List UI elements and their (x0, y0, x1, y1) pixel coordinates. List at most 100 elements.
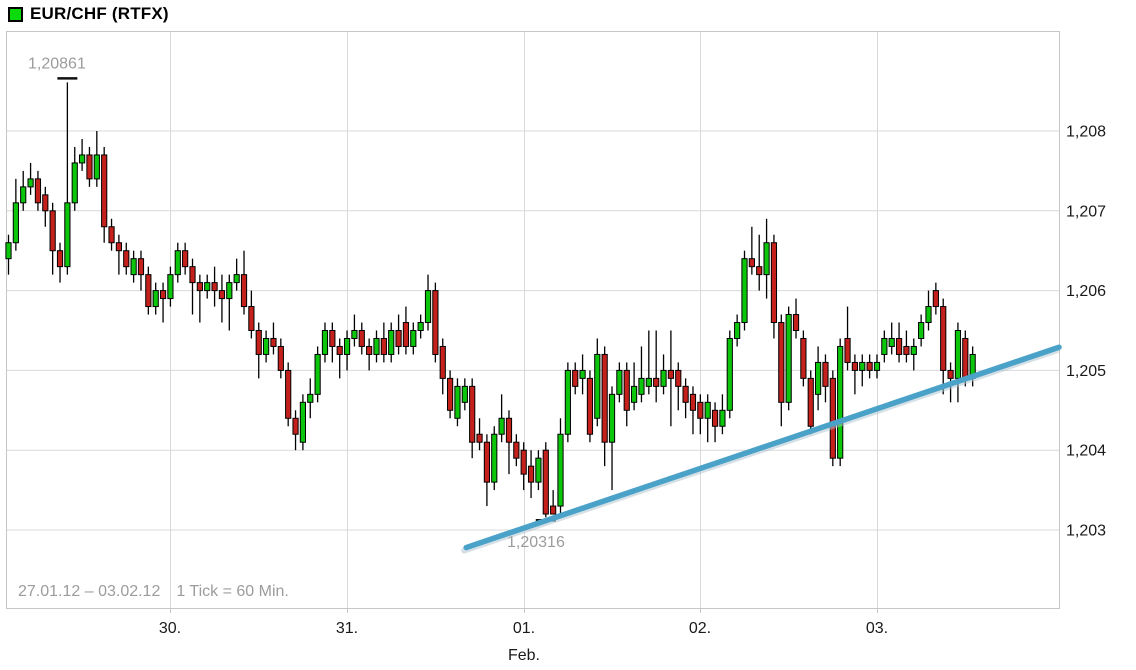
candle (498, 394, 505, 443)
candle (778, 314, 785, 427)
candle (505, 410, 513, 475)
candle-body-up (873, 361, 881, 371)
candle-body-down (270, 337, 277, 347)
candle-body-down (137, 258, 145, 276)
candle (572, 362, 579, 395)
candle (115, 234, 123, 275)
candle (454, 378, 461, 427)
candle (93, 131, 100, 187)
candle (859, 354, 866, 387)
chart-header: EUR/CHF (RTFX) (8, 4, 169, 24)
candle (888, 322, 895, 355)
candle (402, 306, 410, 355)
candle (366, 338, 373, 371)
candle (159, 282, 167, 323)
candle (204, 274, 211, 299)
candle-body-up (954, 330, 962, 379)
candle (299, 394, 306, 451)
candle-body-down (623, 369, 630, 411)
candle-body-up (564, 369, 571, 435)
candle (277, 338, 284, 379)
candle-body-up (5, 242, 12, 260)
candle (851, 354, 858, 395)
candle-body-down (469, 385, 476, 443)
y-axis-label: 1,207 (1066, 203, 1106, 220)
candle (255, 322, 262, 379)
candle-body-down (196, 282, 203, 292)
candle-body-down (711, 409, 719, 427)
candle-body-up (307, 393, 314, 403)
candle-body-up (491, 433, 498, 483)
candle-body-up (27, 178, 34, 188)
y-axis-label: 1,203 (1066, 523, 1106, 540)
candle (807, 370, 814, 435)
chart-footer: 27.01.12 – 03.02.12 1 Tick = 60 Min. (18, 583, 289, 601)
candle (226, 274, 233, 331)
candle (182, 242, 189, 275)
candle (292, 410, 299, 451)
candle-body-up (351, 330, 358, 339)
trendline[interactable] (463, 344, 1062, 551)
candle-body-down (395, 330, 402, 347)
candle (476, 418, 483, 451)
candle-body-up (557, 433, 564, 507)
candle-body-up (719, 409, 726, 427)
candle (873, 354, 881, 379)
x-axis-label: 03. (866, 620, 888, 637)
candle-body-up (64, 202, 71, 268)
candle (167, 266, 174, 307)
candle-body-down (277, 345, 284, 371)
candle-body-up (321, 330, 329, 355)
candle (689, 386, 697, 435)
candle (64, 82, 71, 275)
candle-body-down (123, 250, 130, 268)
candle (815, 346, 822, 411)
candle (388, 322, 395, 363)
candle-body-up (918, 322, 925, 339)
candle-body-down (505, 417, 513, 443)
candle (785, 306, 792, 411)
candle-body-up (645, 377, 652, 387)
candle (12, 178, 19, 251)
candle (910, 338, 917, 371)
candle-body-up (616, 369, 623, 395)
candle (756, 234, 763, 291)
candle (123, 242, 130, 275)
candle-body-up (373, 337, 380, 355)
candle (940, 298, 947, 395)
candle-body-up (741, 258, 748, 324)
high-price-label: 1,20861 (28, 55, 86, 72)
candle (527, 450, 535, 499)
candle (520, 442, 527, 491)
candle-body-down (56, 250, 64, 268)
candle (145, 266, 152, 315)
candle (410, 322, 417, 355)
candle (27, 162, 34, 195)
candle (704, 394, 711, 443)
candle-body-up (859, 361, 866, 371)
candle-body-down (402, 322, 410, 347)
candle (307, 378, 314, 419)
candle-body-down (866, 361, 873, 371)
candle-body-down (447, 377, 454, 411)
tick-interval-label: 1 Tick = 60 Min. (176, 583, 289, 600)
candle (844, 306, 851, 371)
candle-body-up (726, 337, 733, 411)
candle-body-up (93, 154, 100, 180)
candle-body-down (903, 345, 910, 355)
candle-body-up (417, 322, 424, 331)
candle-body-down (675, 369, 682, 387)
candle-body-down (380, 337, 387, 355)
candle (608, 386, 616, 491)
candle (20, 170, 27, 211)
candle-body-down (439, 345, 446, 379)
candle-body-down (586, 377, 594, 435)
candle-body-down (689, 393, 697, 411)
candle (535, 450, 542, 491)
y-axis-labels: 1,208 1,207 1,206 1,205 1,204 1,203 (1066, 124, 1106, 540)
candle (395, 314, 402, 355)
candle (719, 394, 726, 435)
candle (645, 330, 652, 395)
candle-body-up (461, 385, 468, 403)
